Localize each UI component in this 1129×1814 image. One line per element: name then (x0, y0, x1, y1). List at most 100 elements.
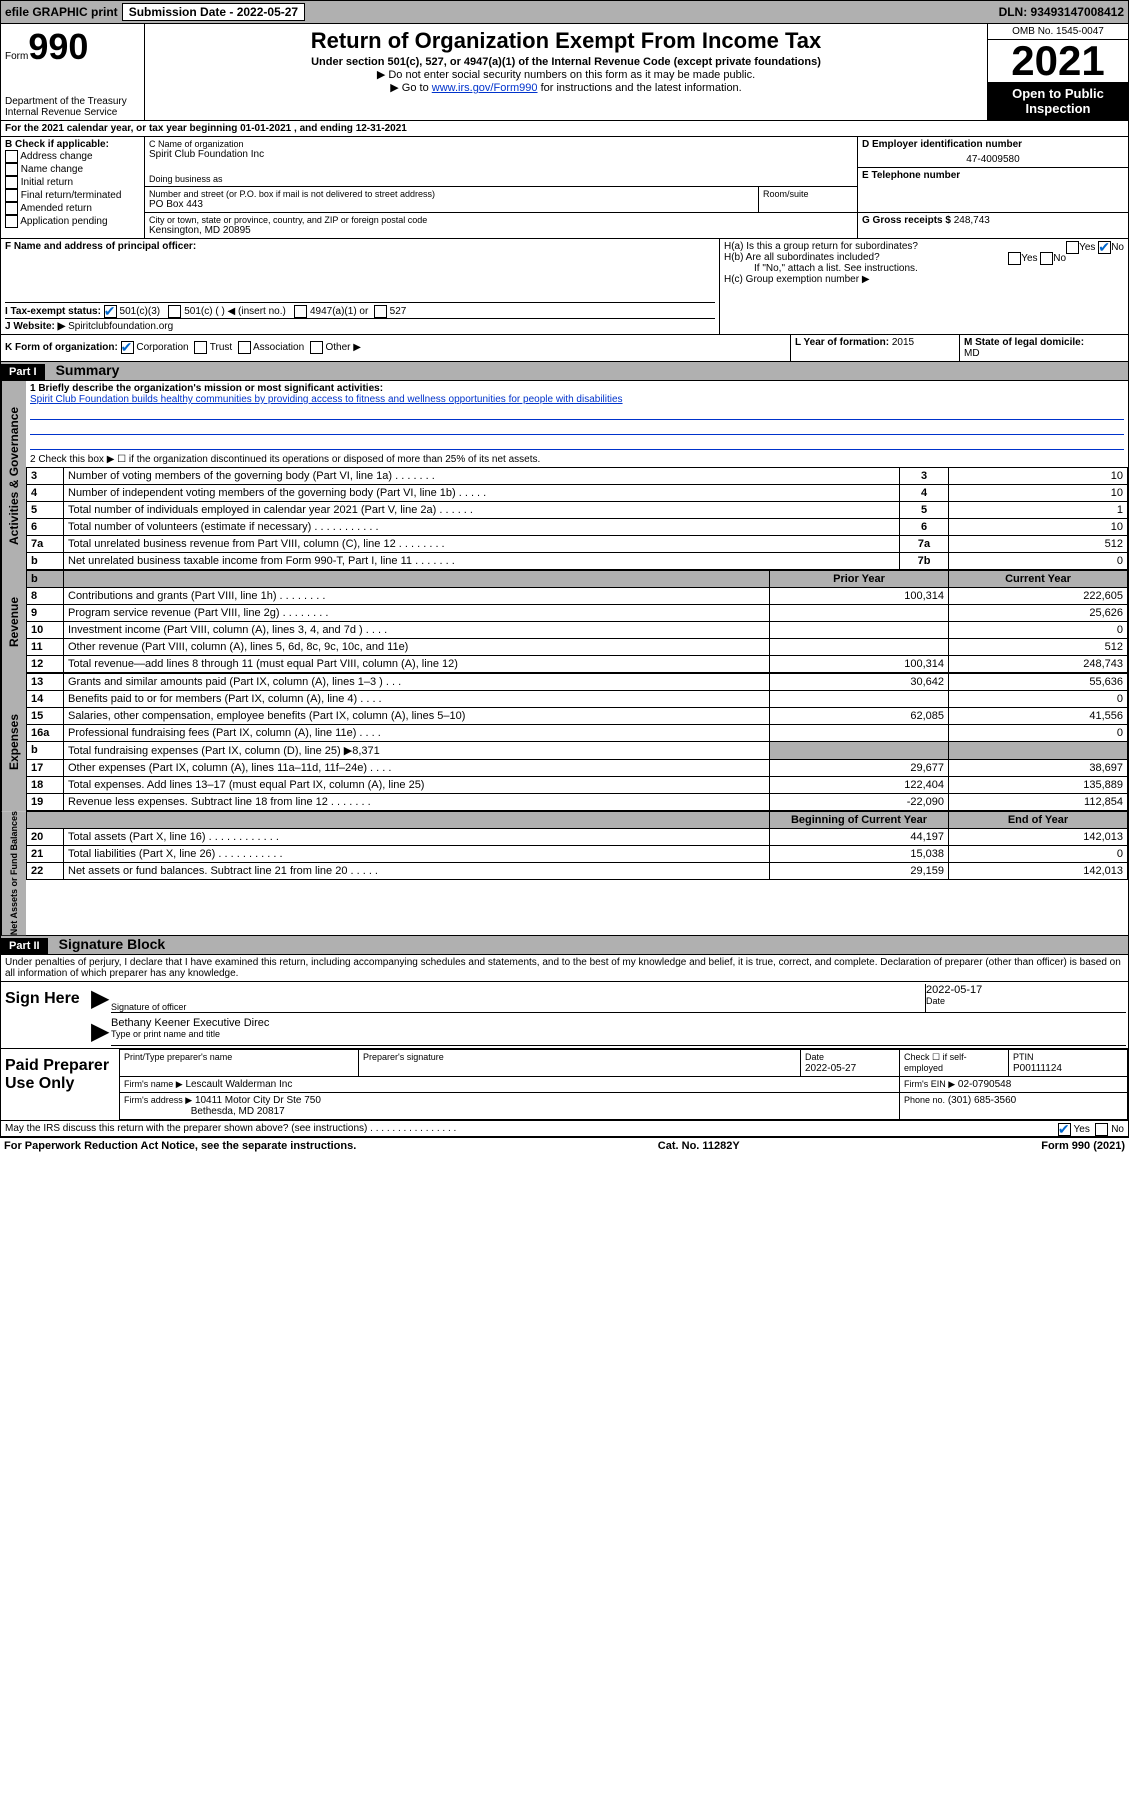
cb-assoc[interactable] (238, 341, 251, 354)
dba-label: Doing business as (149, 174, 853, 184)
cb-501c3[interactable] (104, 305, 117, 318)
irs-label: Internal Revenue Service (5, 107, 140, 118)
vert-expenses: Expenses (1, 673, 26, 811)
firm-addr1: 10411 Motor City Dr Ste 750 (195, 1095, 321, 1106)
cb-hb-yes[interactable] (1008, 252, 1021, 265)
part1-gov-section: Activities & Governance 1 Briefly descri… (0, 381, 1129, 570)
table-row: 11Other revenue (Part VIII, column (A), … (27, 639, 1128, 656)
firm-name: Lescault Walderman Inc (185, 1079, 292, 1090)
vert-net-assets: Net Assets or Fund Balances (1, 811, 26, 935)
prep-sig-label: Preparer's signature (363, 1052, 444, 1062)
part2-header: Part II (1, 938, 48, 954)
instr-2: ▶ Go to www.irs.gov/Form990 for instruct… (149, 81, 983, 94)
cb-other[interactable] (310, 341, 323, 354)
sign-here-label: Sign Here (1, 982, 89, 1048)
table-row: 15Salaries, other compensation, employee… (27, 708, 1128, 725)
table-row: 6Total number of volunteers (estimate if… (27, 519, 1128, 536)
cb-4947[interactable] (294, 305, 307, 318)
paid-prep-label: Paid Preparer Use Only (1, 1049, 119, 1120)
city-state-zip: Kensington, MD 20895 (149, 225, 853, 236)
vert-revenue: Revenue (1, 570, 26, 673)
table-row: 16aProfessional fundraising fees (Part I… (27, 725, 1128, 742)
tax-period: For the 2021 calendar year, or tax year … (1, 121, 1128, 137)
firm-ein: 02-0790548 (958, 1079, 1011, 1090)
ptin: P00111124 (1013, 1063, 1062, 1074)
cat-no: Cat. No. 11282Y (658, 1140, 740, 1152)
cb-discuss-yes[interactable] (1058, 1123, 1071, 1136)
org-name: Spirit Club Foundation Inc (149, 149, 853, 160)
d-label: D Employer identification number (862, 139, 1124, 150)
cb-ha-yes[interactable] (1066, 241, 1079, 254)
cb-ha-no[interactable] (1098, 241, 1111, 254)
part2-title: Signature Block (51, 936, 166, 952)
cb-trust[interactable] (194, 341, 207, 354)
form-subtitle: Under section 501(c), 527, or 4947(a)(1)… (149, 56, 983, 68)
table-row: 21Total liabilities (Part X, line 26) . … (27, 846, 1128, 863)
sign-here-block: Sign Here ▶ Signature of officer 2022-05… (0, 982, 1129, 1121)
org-right: D Employer identification number 47-4009… (858, 137, 1128, 238)
sig-date: 2022-05-17 (926, 984, 1126, 996)
perjury-text: Under penalties of perjury, I declare th… (0, 955, 1129, 982)
form-title: Return of Organization Exempt From Incom… (149, 28, 983, 54)
cb-name-change[interactable]: Name change (5, 163, 140, 176)
table-row: 9Program service revenue (Part VIII, lin… (27, 605, 1128, 622)
net-table: Beginning of Current YearEnd of Year 20T… (26, 811, 1128, 880)
end-year-label: End of Year (949, 812, 1128, 829)
top-bar: efile GRAPHIC print Submission Date - 20… (0, 0, 1129, 24)
current-year-label: Current Year (949, 571, 1128, 588)
hc-row: H(c) Group exemption number ▶ (724, 274, 1124, 285)
part2-bar: Part II Signature Block (0, 936, 1129, 955)
org-center: C Name of organization Spirit Club Found… (145, 137, 858, 238)
cb-final-return[interactable]: Final return/terminated (5, 189, 140, 202)
form-label: Form (5, 51, 28, 62)
table-row: 8Contributions and grants (Part VIII, li… (27, 588, 1128, 605)
gross-receipts: 248,743 (954, 215, 990, 226)
prep-name-label: Print/Type preparer's name (124, 1052, 232, 1062)
irs-link[interactable]: www.irs.gov/Form990 (432, 82, 538, 94)
cb-discuss-no[interactable] (1095, 1123, 1108, 1136)
table-row: 4Number of independent voting members of… (27, 485, 1128, 502)
title-box: Return of Organization Exempt From Incom… (145, 24, 987, 120)
k-label: K Form of organization: (5, 342, 118, 353)
prior-year-label: Prior Year (770, 571, 949, 588)
rev-table: bPrior YearCurrent Year 8Contributions a… (26, 570, 1128, 673)
table-row: 5Total number of individuals employed in… (27, 502, 1128, 519)
cb-initial-return[interactable]: Initial return (5, 176, 140, 189)
check-if-applicable: B Check if applicable: Address change Na… (1, 137, 145, 238)
table-row: 20Total assets (Part X, line 16) . . . .… (27, 829, 1128, 846)
street-address: PO Box 443 (149, 199, 754, 210)
cb-hb-no[interactable] (1040, 252, 1053, 265)
beg-year-label: Beginning of Current Year (770, 812, 949, 829)
vert-governance: Activities & Governance (1, 381, 26, 570)
table-row: 18Total expenses. Add lines 13–17 (must … (27, 777, 1128, 794)
cb-address-change[interactable]: Address change (5, 150, 140, 163)
room-label: Room/suite (759, 187, 857, 212)
table-row: bTotal fundraising expenses (Part IX, co… (27, 742, 1128, 760)
website: Spiritclubfoundation.org (68, 321, 173, 332)
year-box: OMB No. 1545-0047 2021 Open to Public In… (987, 24, 1128, 120)
firm-addr2: Bethesda, MD 20817 (191, 1106, 285, 1117)
date-label: Date (926, 996, 1126, 1006)
cb-corp[interactable] (121, 341, 134, 354)
part1-exp-section: Expenses 13Grants and similar amounts pa… (0, 673, 1129, 811)
l-cell: L Year of formation: 2015 (791, 335, 960, 361)
efile-label: efile GRAPHIC print (5, 5, 118, 19)
instr2-pre: ▶ Go to (390, 82, 431, 94)
submission-date: Submission Date - 2022-05-27 (122, 3, 305, 21)
dln: DLN: 93493147008412 (999, 5, 1124, 19)
hb-row: H(b) Are all subordinates included? Yes … (724, 252, 1124, 263)
form-number-box: Form990 Department of the Treasury Inter… (1, 24, 145, 120)
cb-527[interactable] (374, 305, 387, 318)
cb-amended[interactable]: Amended return (5, 202, 140, 215)
cb-pending[interactable]: Application pending (5, 215, 140, 228)
part1-net-section: Net Assets or Fund Balances Beginning of… (0, 811, 1129, 936)
table-row: 19Revenue less expenses. Subtract line 1… (27, 794, 1128, 811)
type-name-label: Type or print name and title (111, 1029, 1126, 1039)
footer: For Paperwork Reduction Act Notice, see … (0, 1137, 1129, 1154)
cb-501c[interactable] (168, 305, 181, 318)
table-row: 3Number of voting members of the governi… (27, 468, 1128, 485)
mission-text[interactable]: Spirit Club Foundation builds healthy co… (30, 394, 623, 405)
ein: 47-4009580 (862, 154, 1124, 165)
table-row: 17Other expenses (Part IX, column (A), l… (27, 760, 1128, 777)
table-row: 22Net assets or fund balances. Subtract … (27, 863, 1128, 880)
